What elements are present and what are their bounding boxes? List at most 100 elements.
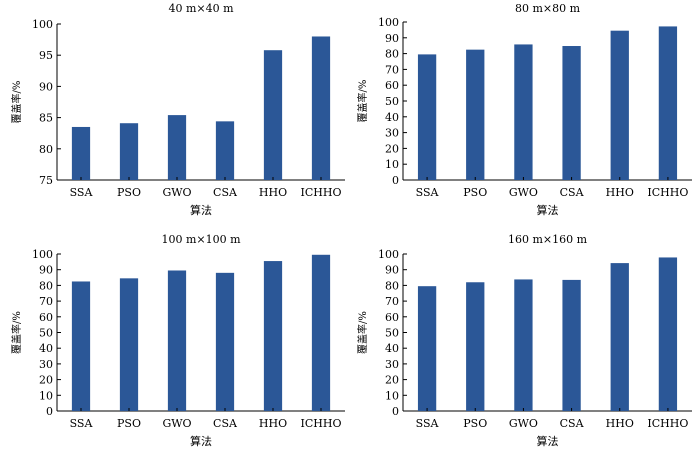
bar-hho [263,261,283,411]
bar-hho [610,30,629,180]
bar-hho [263,50,283,180]
y-tick-label: 70 [385,295,399,308]
x-axis-label: 算法 [190,203,212,217]
y-tick-label: 0 [392,174,399,187]
y-tick-label: 75 [39,174,53,187]
x-tick-label: PSO [463,186,487,199]
y-tick-label: 80 [39,143,53,156]
x-tick-label: CSA [213,186,238,199]
bar-csa [215,121,235,180]
bar-ssa [71,281,91,411]
x-tick-label: CSA [560,186,585,199]
y-tick-label: 30 [39,358,53,371]
y-tick-label: 100 [378,248,399,261]
x-tick-label: GWO [509,186,538,199]
y-tick-label: 60 [385,311,399,324]
x-tick-label: HHO [259,186,287,199]
bar-ssa [417,286,437,411]
y-tick-label: 85 [39,112,53,125]
y-tick-label: 20 [39,374,53,387]
x-tick-label: CSA [213,417,238,430]
y-tick-label: 30 [385,127,399,140]
x-tick-label: ICHHO [301,417,342,430]
x-axis-label: 算法 [537,203,559,217]
y-tick-label: 20 [385,374,399,387]
x-tick-label: SSA [70,417,94,430]
y-tick-label: 80 [385,279,399,292]
bar-gwo [167,115,187,180]
x-tick-label: ICHHO [647,186,688,199]
bar-ichho [658,26,678,181]
y-tick-label: 100 [378,16,399,29]
x-tick-label: ICHHO [647,417,688,430]
y-tick-label: 80 [39,279,53,292]
chart-title: 100 m×100 m [161,233,241,246]
bar-ssa [417,54,437,180]
chart-title: 160 m×160 m [508,233,588,246]
y-tick-label: 10 [39,389,53,402]
y-tick-label: 70 [385,63,399,76]
x-tick-label: PSO [117,417,141,430]
y-tick-label: 40 [39,342,53,355]
y-axis-label: 覆盖率/% [10,81,23,124]
chart-title: 40 m×40 m [168,2,234,15]
y-tick-label: 30 [385,358,399,371]
x-tick-label: GWO [162,186,191,199]
x-tick-label: HHO [606,417,634,430]
y-tick-label: 90 [385,264,399,277]
y-tick-label: 95 [39,49,53,62]
bar-csa [562,46,581,181]
y-tick-label: 20 [385,142,399,155]
x-tick-label: ICHHO [301,186,342,199]
x-tick-label: SSA [70,186,94,199]
y-tick-label: 70 [39,295,53,308]
bar-csa [562,279,581,411]
x-tick-label: CSA [560,417,585,430]
chart-panel-4: 160 m×160 m 0 10 20 30 40 50 60 70 80 90 100 SSA PSO G… [356,233,692,448]
y-tick-label: 50 [385,327,399,340]
y-tick-label: 0 [46,405,53,418]
x-tick-label: SSA [416,186,440,199]
bar-gwo [514,44,533,180]
y-tick-label: 90 [39,80,53,93]
bar-ssa [71,126,91,180]
x-tick-label: GWO [509,417,538,430]
y-tick-label: 100 [32,248,53,261]
y-tick-label: 40 [385,111,399,124]
y-tick-label: 60 [39,311,53,324]
bar-pso [119,278,139,411]
x-tick-label: HHO [259,417,287,430]
bar-pso [466,49,485,181]
y-axis-label: 覆盖率/% [356,311,369,354]
y-tick-label: 40 [385,342,399,355]
y-tick-label: 10 [385,158,399,171]
bar-pso [466,282,485,411]
chart-title: 80 m×80 m [515,2,581,15]
x-tick-label: PSO [117,186,141,199]
chart-panel-1: 40 m×40 m 75 80 85 90 95 100 SSA PSO GWO CSA HHO ICH… [10,2,345,217]
bar-ichho [311,36,331,181]
y-tick-label: 10 [385,389,399,402]
bar-gwo [514,279,533,411]
x-tick-label: HHO [606,186,634,199]
bar-pso [119,123,139,180]
y-tick-label: 50 [39,327,53,340]
bar-csa [215,272,235,411]
y-tick-label: 80 [385,48,399,61]
bar-gwo [167,270,187,411]
bar-hho [610,263,629,411]
x-axis-label: 算法 [537,434,559,448]
y-tick-label: 50 [385,95,399,108]
y-axis-label: 覆盖率/% [10,311,23,354]
x-axis-label: 算法 [190,434,212,448]
y-axis-label: 覆盖率/% [356,80,369,123]
chart-panel-3: 100 m×100 m 0 10 20 30 40 50 60 70 80 90 100 SSA PSO G… [10,233,345,448]
y-tick-label: 90 [385,32,399,45]
x-tick-label: PSO [463,417,487,430]
chart-panel-2: 80 m×80 m 0 10 20 30 40 50 60 70 80 90 100 SSA PSO GWO… [356,2,692,217]
y-tick-label: 90 [39,264,53,277]
bar-ichho [658,257,678,411]
bar-ichho [311,254,331,411]
y-tick-label: 60 [385,79,399,92]
